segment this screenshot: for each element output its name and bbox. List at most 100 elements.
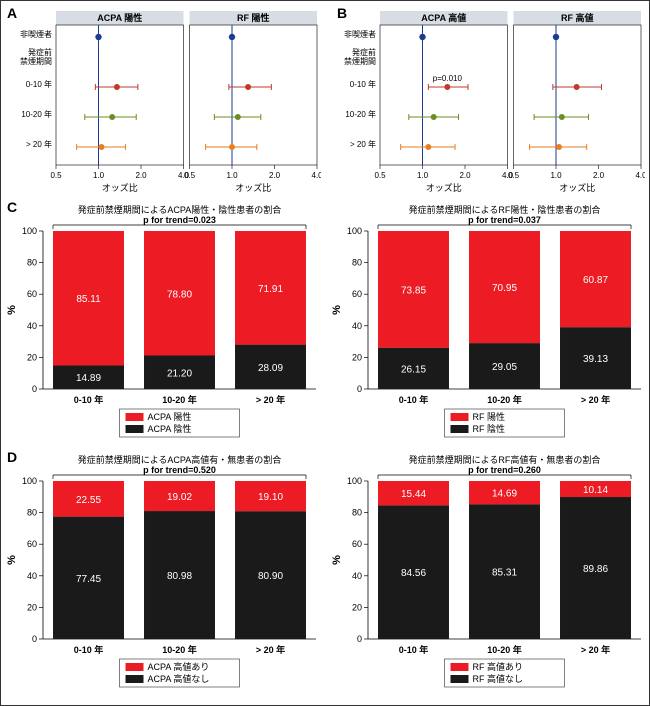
svg-text:10-20 年: 10-20 年 bbox=[487, 644, 522, 655]
svg-text:発症前禁煙期間によるACPA陽性・陰性患者の割合: 発症前禁煙期間によるACPA陽性・陰性患者の割合 bbox=[78, 204, 282, 215]
svg-text:0: 0 bbox=[357, 634, 362, 644]
svg-text:p for trend=0.037: p for trend=0.037 bbox=[468, 215, 541, 225]
svg-text:0-10 年: 0-10 年 bbox=[399, 644, 429, 655]
svg-text:RF 陽性: RF 陽性 bbox=[473, 411, 506, 422]
svg-text:0.5: 0.5 bbox=[50, 171, 62, 180]
svg-text:%: % bbox=[331, 305, 343, 315]
svg-text:0.5: 0.5 bbox=[374, 171, 386, 180]
svg-text:0-10 年: 0-10 年 bbox=[74, 394, 104, 405]
svg-text:0.5: 0.5 bbox=[508, 171, 520, 180]
svg-text:非喫煙者: 非喫煙者 bbox=[20, 29, 52, 39]
svg-text:20: 20 bbox=[27, 602, 37, 612]
svg-text:73.85: 73.85 bbox=[401, 285, 426, 296]
svg-text:RF 高値: RF 高値 bbox=[561, 12, 594, 23]
svg-text:2.0: 2.0 bbox=[593, 171, 605, 180]
svg-text:39.13: 39.13 bbox=[583, 354, 608, 365]
svg-text:29.05: 29.05 bbox=[492, 362, 517, 373]
svg-text:10.14: 10.14 bbox=[583, 485, 608, 496]
svg-text:71.91: 71.91 bbox=[258, 284, 283, 295]
svg-text:オッズ比: オッズ比 bbox=[426, 182, 462, 193]
svg-text:19.10: 19.10 bbox=[258, 492, 283, 503]
svg-text:60: 60 bbox=[27, 289, 37, 299]
svg-text:1.0: 1.0 bbox=[550, 171, 562, 180]
svg-text:非喫煙者: 非喫煙者 bbox=[344, 29, 376, 39]
svg-text:10-20 年: 10-20 年 bbox=[487, 394, 522, 405]
svg-text:> 20 年: > 20 年 bbox=[581, 644, 610, 655]
svg-text:発症前禁煙期間によるACPA高値有・無患者の割合: 発症前禁煙期間によるACPA高値有・無患者の割合 bbox=[78, 454, 282, 465]
svg-text:2.0: 2.0 bbox=[135, 171, 147, 180]
svg-text:80: 80 bbox=[27, 508, 37, 518]
svg-text:40: 40 bbox=[27, 321, 37, 331]
svg-text:100: 100 bbox=[22, 476, 37, 486]
svg-text:78.80: 78.80 bbox=[167, 289, 192, 300]
svg-text:10-20 年: 10-20 年 bbox=[345, 109, 376, 119]
svg-text:0.5: 0.5 bbox=[184, 171, 196, 180]
forest-b: 非喫煙者発症前禁煙期間0-10 年10-20 年> 20 年ACPA 高値0.5… bbox=[325, 5, 649, 195]
svg-text:オッズ比: オッズ比 bbox=[559, 182, 595, 193]
svg-text:10-20 年: 10-20 年 bbox=[162, 394, 197, 405]
svg-text:10-20 年: 10-20 年 bbox=[21, 109, 52, 119]
row-c: 発症前禁煙期間によるACPA陽性・陰性患者の割合p for trend=0.02… bbox=[1, 199, 649, 449]
svg-text:p for trend=0.520: p for trend=0.520 bbox=[143, 465, 216, 475]
svg-text:60: 60 bbox=[352, 539, 362, 549]
svg-text:84.56: 84.56 bbox=[401, 568, 426, 579]
svg-text:0: 0 bbox=[32, 634, 37, 644]
svg-text:100: 100 bbox=[347, 476, 362, 486]
svg-text:26.15: 26.15 bbox=[401, 364, 426, 375]
svg-text:85.31: 85.31 bbox=[492, 568, 517, 579]
svg-text:80: 80 bbox=[27, 258, 37, 268]
svg-text:> 20 年: > 20 年 bbox=[581, 394, 610, 405]
svg-text:14.89: 14.89 bbox=[76, 373, 101, 384]
svg-text:p for trend=0.023: p for trend=0.023 bbox=[143, 215, 216, 225]
svg-text:2.0: 2.0 bbox=[269, 171, 281, 180]
svg-text:28.09: 28.09 bbox=[258, 363, 283, 374]
svg-text:ACPA 陽性: ACPA 陽性 bbox=[148, 411, 192, 422]
svg-text:禁煙期間: 禁煙期間 bbox=[20, 57, 52, 66]
figure: A B C D 非喫煙者発症前禁煙期間0-10 年10-20 年> 20 年AC… bbox=[0, 0, 650, 706]
svg-text:100: 100 bbox=[22, 226, 37, 236]
svg-text:0: 0 bbox=[357, 384, 362, 394]
svg-text:20: 20 bbox=[352, 602, 362, 612]
svg-text:60.87: 60.87 bbox=[583, 275, 608, 286]
svg-text:40: 40 bbox=[352, 571, 362, 581]
svg-text:0-10 年: 0-10 年 bbox=[399, 394, 429, 405]
svg-text:0-10 年: 0-10 年 bbox=[26, 79, 52, 89]
svg-text:0: 0 bbox=[32, 384, 37, 394]
svg-text:1.0: 1.0 bbox=[93, 171, 105, 180]
svg-text:20: 20 bbox=[352, 352, 362, 362]
svg-text:%: % bbox=[331, 555, 343, 565]
svg-text:89.86: 89.86 bbox=[583, 564, 608, 575]
svg-text:60: 60 bbox=[27, 539, 37, 549]
svg-text:80.98: 80.98 bbox=[167, 571, 192, 582]
svg-text:60: 60 bbox=[352, 289, 362, 299]
svg-text:19.02: 19.02 bbox=[167, 492, 192, 503]
svg-text:70.95: 70.95 bbox=[492, 283, 517, 294]
svg-text:ACPA 高値: ACPA 高値 bbox=[421, 12, 466, 23]
svg-text:> 20 年: > 20 年 bbox=[256, 644, 285, 655]
svg-text:0-10 年: 0-10 年 bbox=[74, 644, 104, 655]
svg-text:> 20 年: > 20 年 bbox=[26, 139, 52, 149]
bar-d-left: 発症前禁煙期間によるACPA高値有・無患者の割合p for trend=0.52… bbox=[1, 449, 326, 699]
svg-text:22.55: 22.55 bbox=[76, 495, 101, 506]
svg-text:4.0: 4.0 bbox=[635, 171, 645, 180]
svg-text:ACPA 陰性: ACPA 陰性 bbox=[148, 423, 192, 434]
svg-text:10-20 年: 10-20 年 bbox=[162, 644, 197, 655]
svg-text:80: 80 bbox=[352, 508, 362, 518]
svg-text:> 20 年: > 20 年 bbox=[350, 139, 376, 149]
bar-d-right: 発症前禁煙期間によるRF高値有・無患者の割合p for trend=0.2600… bbox=[326, 449, 650, 699]
svg-text:p=0.010: p=0.010 bbox=[433, 74, 463, 83]
svg-text:禁煙期間: 禁煙期間 bbox=[344, 57, 376, 66]
svg-text:RF 陽性: RF 陽性 bbox=[237, 12, 270, 23]
svg-text:1.0: 1.0 bbox=[417, 171, 429, 180]
svg-text:p for trend=0.260: p for trend=0.260 bbox=[468, 465, 541, 475]
svg-text:発症前: 発症前 bbox=[28, 47, 52, 57]
svg-text:15.44: 15.44 bbox=[401, 489, 426, 500]
svg-text:77.45: 77.45 bbox=[76, 574, 101, 585]
svg-text:発症前禁煙期間によるRF陽性・陰性患者の割合: 発症前禁煙期間によるRF陽性・陰性患者の割合 bbox=[409, 204, 601, 215]
svg-text:40: 40 bbox=[27, 571, 37, 581]
bar-c-left: 発症前禁煙期間によるACPA陽性・陰性患者の割合p for trend=0.02… bbox=[1, 199, 326, 449]
svg-text:オッズ比: オッズ比 bbox=[235, 182, 271, 193]
svg-text:ACPA 高値あり: ACPA 高値あり bbox=[148, 661, 210, 672]
svg-text:RF 高値なし: RF 高値なし bbox=[473, 673, 524, 684]
svg-text:0-10 年: 0-10 年 bbox=[350, 79, 376, 89]
